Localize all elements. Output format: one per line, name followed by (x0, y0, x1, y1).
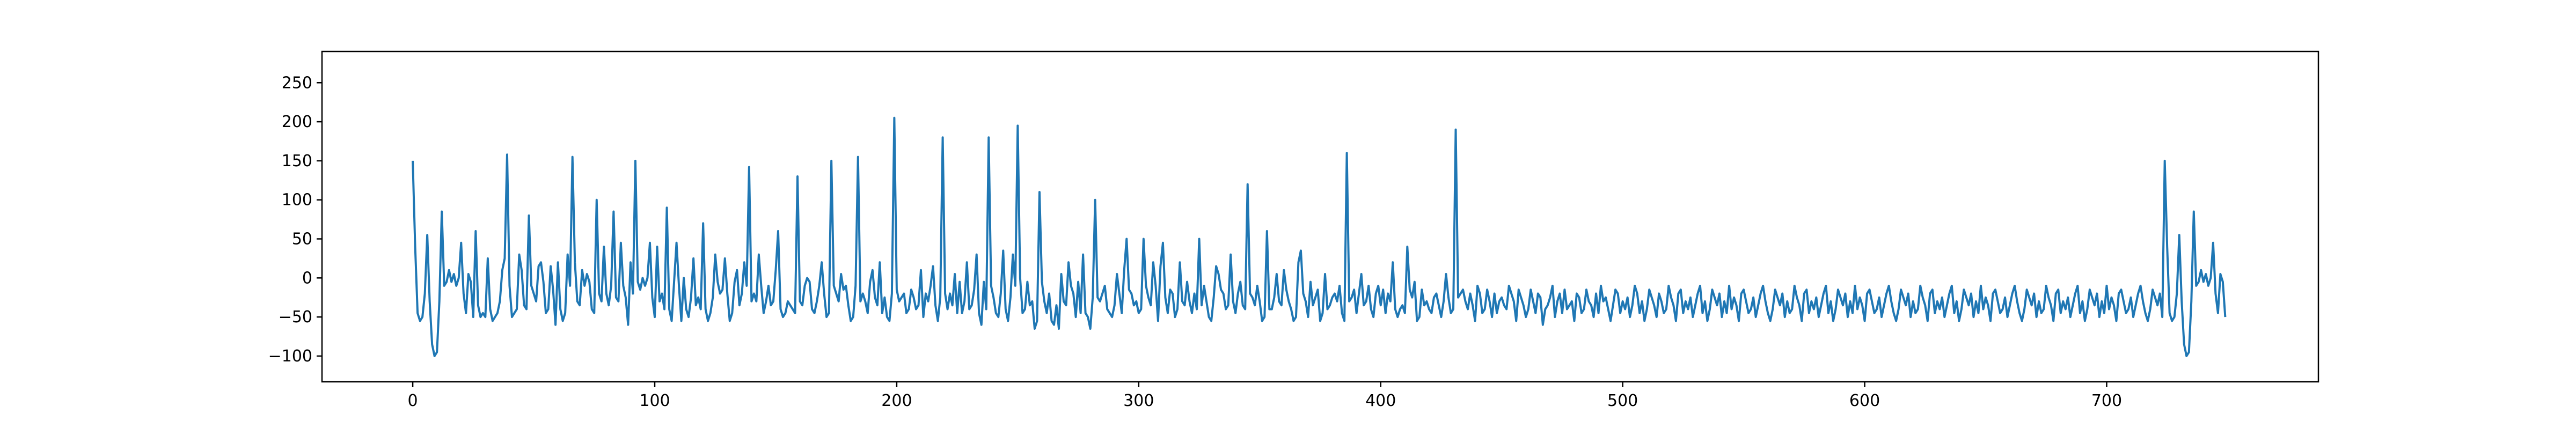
series-layer (412, 116, 2227, 357)
x-tick-label: 500 (1607, 391, 1638, 410)
plot-frame (321, 50, 2319, 383)
x-axis: 0 100 200 300 400 500 600 700 (408, 382, 2122, 410)
y-tick-label: 250 (282, 73, 312, 92)
series-line (412, 116, 2227, 357)
y-tick-label: 100 (282, 191, 312, 210)
x-tick-label: 100 (639, 391, 670, 410)
y-tick-label: 0 (302, 269, 312, 287)
x-tick-label: 700 (2091, 391, 2122, 410)
x-tick-label: 400 (1365, 391, 1396, 410)
x-tick-label: 200 (881, 391, 912, 410)
y-tick-label: −100 (268, 347, 312, 366)
x-tick-label: 0 (408, 391, 418, 410)
y-tick-label: 200 (282, 113, 312, 131)
x-tick-label: 300 (1123, 391, 1154, 410)
x-tick-label: 600 (1849, 391, 1880, 410)
y-tick-label: 150 (282, 152, 312, 171)
y-tick-label: 50 (292, 230, 312, 249)
y-tick-label: −50 (279, 308, 312, 327)
y-axis: −100 −50 0 50 100 150 200 250 (268, 73, 322, 366)
